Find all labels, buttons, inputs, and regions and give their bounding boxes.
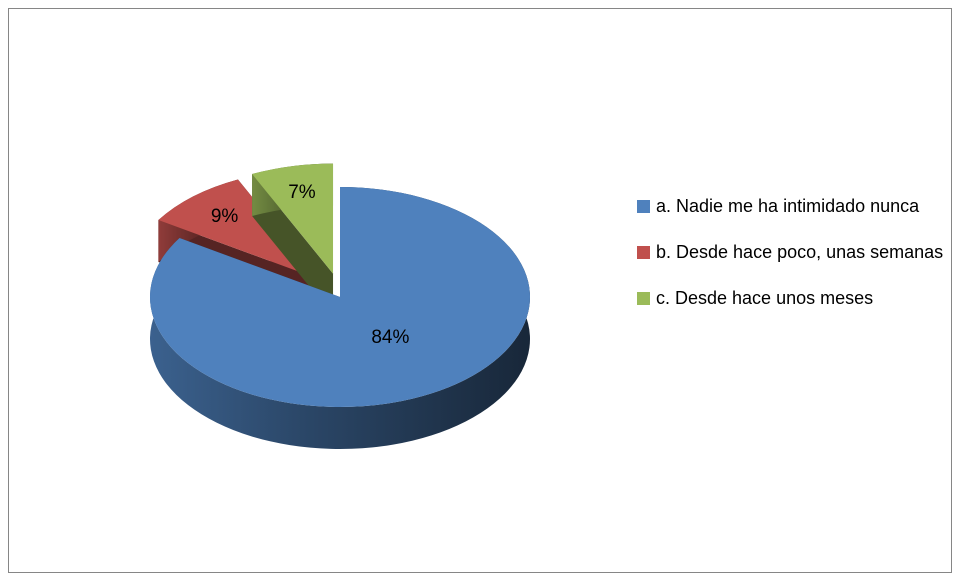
legend-item: a. Nadie me ha intimidado nunca <box>637 190 947 223</box>
slice-top <box>149 187 530 407</box>
legend-label: b. Desde hace poco, unas semanas <box>656 242 944 262</box>
data-label: 7% <box>288 182 316 203</box>
legend-label: c. Desde hace unos meses <box>656 288 874 308</box>
legend-swatch <box>637 292 650 305</box>
legend-swatch <box>637 246 650 259</box>
pie-slice <box>252 163 334 316</box>
data-label: 84% <box>371 327 409 348</box>
legend-label: a. Nadie me ha intimidado nunca <box>656 196 920 216</box>
legend-item: c. Desde hace unos meses <box>637 282 947 315</box>
slice-top <box>158 179 319 279</box>
data-label: 9% <box>211 206 239 227</box>
slice-top <box>252 163 334 274</box>
pie-slice <box>149 187 530 449</box>
legend-swatch <box>637 200 650 213</box>
legend-item: b. Desde hace poco, unas semanas <box>637 236 947 269</box>
legend: a. Nadie me ha intimidado nunca b. Desde … <box>637 190 947 328</box>
